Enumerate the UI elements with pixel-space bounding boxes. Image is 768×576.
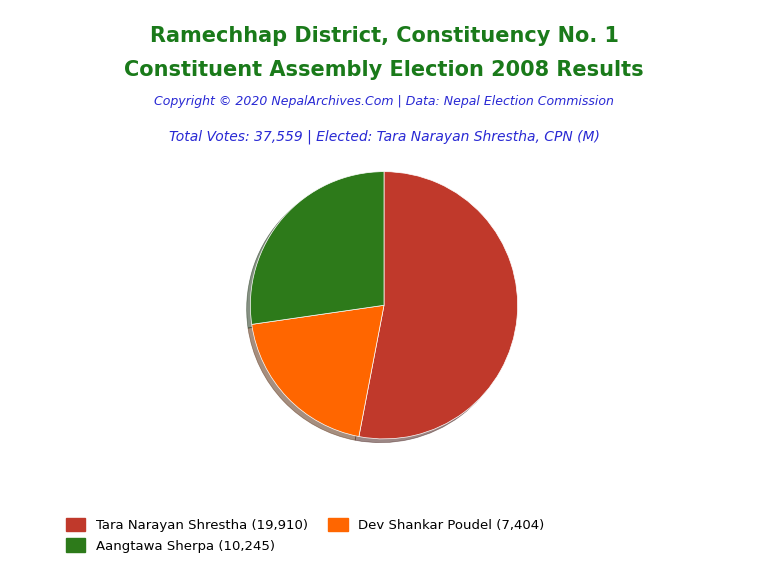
Text: Constituent Assembly Election 2008 Results: Constituent Assembly Election 2008 Resul… [124, 60, 644, 81]
Text: NC: 27.28%: NC: 27.28% [0, 575, 1, 576]
Wedge shape [359, 172, 518, 439]
Legend: Tara Narayan Shrestha (19,910), Aangtawa Sherpa (10,245), Dev Shankar Poudel (7,: Tara Narayan Shrestha (19,910), Aangtawa… [61, 512, 550, 558]
Wedge shape [250, 172, 384, 324]
Text: Ramechhap District, Constituency No. 1: Ramechhap District, Constituency No. 1 [150, 26, 618, 46]
Text: CPN (UML): 19.71%: CPN (UML): 19.71% [0, 575, 1, 576]
Wedge shape [252, 305, 384, 437]
Text: Total Votes: 37,559 | Elected: Tara Narayan Shrestha, CPN (M): Total Votes: 37,559 | Elected: Tara Nara… [168, 130, 600, 144]
Text: Copyright © 2020 NepalArchives.Com | Data: Nepal Election Commission: Copyright © 2020 NepalArchives.Com | Dat… [154, 95, 614, 108]
Text: CPN (M): 53.01%: CPN (M): 53.01% [0, 575, 1, 576]
